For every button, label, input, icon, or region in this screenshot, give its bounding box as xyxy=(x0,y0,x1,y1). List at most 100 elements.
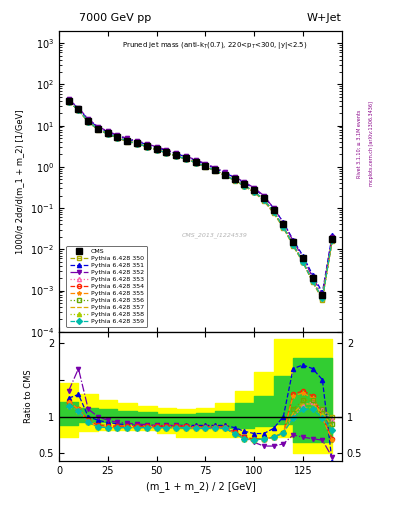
Pythia 6.428 356 xyxy=(330,237,334,243)
Pythia 6.428 351 xyxy=(330,232,334,238)
Pythia 6.428 359 xyxy=(261,197,266,203)
Legend: CMS, Pythia 6.428 350, Pythia 6.428 351, Pythia 6.428 352, Pythia 6.428 353, Pyt: CMS, Pythia 6.428 350, Pythia 6.428 351,… xyxy=(66,246,147,327)
Pythia 6.428 351 xyxy=(281,219,286,225)
Pythia 6.428 354 xyxy=(252,188,257,195)
Pythia 6.428 352 xyxy=(115,132,120,138)
Pythia 6.428 350 xyxy=(125,139,130,145)
CMS xyxy=(222,172,227,178)
Line: Pythia 6.428 357: Pythia 6.428 357 xyxy=(69,102,332,298)
Pythia 6.428 359 xyxy=(252,188,257,195)
Pythia 6.428 358 xyxy=(105,131,110,137)
Pythia 6.428 352 xyxy=(213,164,217,170)
Pythia 6.428 352 xyxy=(203,160,208,166)
Pythia 6.428 358 xyxy=(242,183,247,189)
Pythia 6.428 351 xyxy=(320,289,325,295)
Pythia 6.428 352 xyxy=(222,169,227,175)
Pythia 6.428 350 xyxy=(86,119,90,125)
Pythia 6.428 359 xyxy=(242,183,247,189)
Pythia 6.428 352 xyxy=(252,185,257,191)
Pythia 6.428 355 xyxy=(310,278,315,284)
CMS xyxy=(164,149,169,155)
Pythia 6.428 353 xyxy=(222,172,227,178)
Pythia 6.428 355 xyxy=(76,107,81,113)
Line: Pythia 6.428 353: Pythia 6.428 353 xyxy=(67,100,334,301)
Pythia 6.428 358 xyxy=(320,295,325,302)
Pythia 6.428 350 xyxy=(252,189,257,196)
Text: Pruned jet mass (anti-k$_T$(0.7), 220<p$_T$<300, |y|<2.5): Pruned jet mass (anti-k$_T$(0.7), 220<p$… xyxy=(122,40,307,51)
Pythia 6.428 350 xyxy=(174,153,178,159)
Pythia 6.428 357 xyxy=(125,138,130,144)
Pythia 6.428 357 xyxy=(184,156,188,162)
Pythia 6.428 355 xyxy=(154,146,159,153)
Pythia 6.428 358 xyxy=(164,150,169,156)
Pythia 6.428 357 xyxy=(203,163,208,169)
Pythia 6.428 357 xyxy=(261,197,266,203)
CMS xyxy=(301,255,305,262)
Pythia 6.428 359 xyxy=(105,131,110,137)
Pythia 6.428 356 xyxy=(242,183,247,189)
Pythia 6.428 351 xyxy=(164,147,169,154)
Pythia 6.428 353 xyxy=(174,153,178,159)
Pythia 6.428 357 xyxy=(271,208,276,215)
Pythia 6.428 350 xyxy=(135,141,140,147)
Pythia 6.428 351 xyxy=(135,139,140,145)
Pythia 6.428 355 xyxy=(95,126,100,132)
Pythia 6.428 352 xyxy=(125,135,130,141)
Pythia 6.428 354 xyxy=(184,156,188,162)
Pythia 6.428 359 xyxy=(95,126,100,132)
Text: 7000 GeV pp: 7000 GeV pp xyxy=(79,13,151,23)
Pythia 6.428 357 xyxy=(320,295,325,302)
Pythia 6.428 351 xyxy=(271,205,276,211)
Pythia 6.428 358 xyxy=(95,126,100,132)
Pythia 6.428 350 xyxy=(232,178,237,184)
Pythia 6.428 350 xyxy=(310,279,315,285)
Pythia 6.428 359 xyxy=(135,141,140,147)
Line: Pythia 6.428 356: Pythia 6.428 356 xyxy=(67,100,334,301)
Pythia 6.428 353 xyxy=(125,138,130,144)
CMS xyxy=(105,130,110,136)
Pythia 6.428 355 xyxy=(105,131,110,137)
Pythia 6.428 352 xyxy=(291,238,296,244)
Pythia 6.428 353 xyxy=(330,237,334,243)
Pythia 6.428 356 xyxy=(281,224,286,230)
Pythia 6.428 356 xyxy=(66,99,71,105)
Pythia 6.428 355 xyxy=(66,99,71,105)
Pythia 6.428 355 xyxy=(174,153,178,159)
Pythia 6.428 351 xyxy=(291,237,296,243)
Pythia 6.428 357 xyxy=(135,141,140,147)
Pythia 6.428 358 xyxy=(115,135,120,141)
Pythia 6.428 351 xyxy=(232,175,237,181)
Pythia 6.428 355 xyxy=(115,135,120,141)
Pythia 6.428 350 xyxy=(95,126,100,133)
Pythia 6.428 355 xyxy=(252,188,257,195)
Pythia 6.428 350 xyxy=(164,150,169,156)
Pythia 6.428 351 xyxy=(125,136,130,142)
Pythia 6.428 350 xyxy=(320,296,325,303)
Pythia 6.428 356 xyxy=(184,156,188,162)
Y-axis label: Ratio to CMS: Ratio to CMS xyxy=(24,370,33,423)
Pythia 6.428 350 xyxy=(330,238,334,244)
CMS xyxy=(310,275,315,281)
Pythia 6.428 358 xyxy=(135,141,140,147)
Line: Pythia 6.428 352: Pythia 6.428 352 xyxy=(67,97,334,296)
Pythia 6.428 359 xyxy=(281,224,286,230)
Pythia 6.428 359 xyxy=(232,177,237,183)
Pythia 6.428 359 xyxy=(320,295,325,302)
Pythia 6.428 353 xyxy=(154,146,159,153)
Pythia 6.428 350 xyxy=(105,131,110,137)
Pythia 6.428 351 xyxy=(203,161,208,167)
Pythia 6.428 357 xyxy=(222,172,227,178)
Pythia 6.428 359 xyxy=(125,138,130,144)
CMS xyxy=(95,125,100,132)
Pythia 6.428 356 xyxy=(291,242,296,248)
Pythia 6.428 356 xyxy=(125,138,130,144)
X-axis label: (m_1 + m_2) / 2 [GeV]: (m_1 + m_2) / 2 [GeV] xyxy=(145,481,255,492)
Pythia 6.428 353 xyxy=(252,188,257,195)
Pythia 6.428 358 xyxy=(174,153,178,159)
Pythia 6.428 353 xyxy=(203,163,208,169)
Pythia 6.428 352 xyxy=(330,234,334,240)
CMS xyxy=(271,207,276,213)
Text: CMS_2013_I1224539: CMS_2013_I1224539 xyxy=(182,232,248,238)
Pythia 6.428 356 xyxy=(310,278,315,284)
Pythia 6.428 352 xyxy=(310,274,315,281)
